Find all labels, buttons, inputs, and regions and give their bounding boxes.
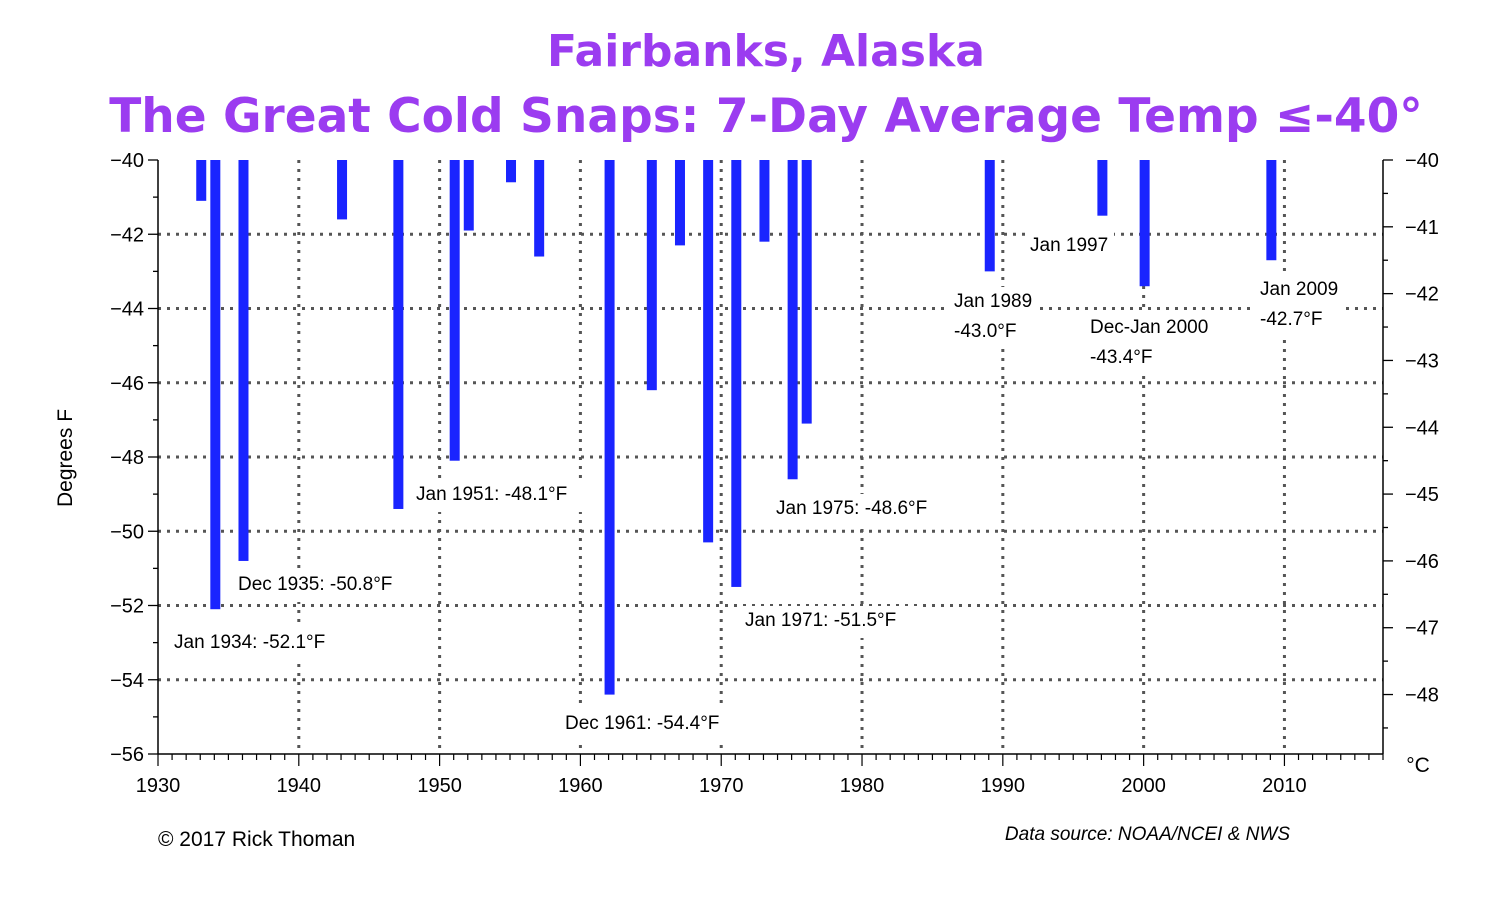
- y2-tick-label: −44: [1405, 417, 1439, 439]
- annotation-dec-jan-2000: -43.4°F: [1090, 347, 1153, 368]
- x-tick-label: 1940: [277, 775, 322, 797]
- y-tick-label: −48: [110, 447, 144, 469]
- annotation-dec-jan-2000: Dec-Jan 2000: [1090, 317, 1208, 338]
- bar-1973: [759, 160, 770, 242]
- bar-1955: [506, 160, 517, 183]
- axes: −40 −42 −44 −46 −48 −50 −52 −54 −56 −40 −41 −42 −43 −…: [110, 150, 1439, 797]
- y-tick-label: −56: [110, 744, 144, 766]
- bar-1957: [534, 160, 545, 257]
- bar-1951: [449, 160, 460, 461]
- annotation-dec-1935: Dec 1935: -50.8°F: [238, 574, 392, 595]
- grid-lines: [158, 160, 1383, 754]
- annotation-backgrounds: [170, 231, 1344, 741]
- bar-1933: [196, 160, 207, 201]
- y2-tick-label: −41: [1405, 217, 1439, 239]
- bar-1975: [787, 160, 798, 480]
- y2-tick-label: −43: [1405, 350, 1439, 372]
- data-source-text: Data source: NOAA/NCEI & NWS: [1005, 824, 1290, 845]
- x-tick-label: 1950: [417, 775, 462, 797]
- bar-1936: [238, 160, 249, 561]
- annotations: Jan 1934: -52.1°F Dec 1935: -50.8°F Jan 19…: [174, 235, 1338, 734]
- y-tick-label: −44: [110, 299, 144, 321]
- y-tick-label: −52: [110, 596, 144, 618]
- y-axis-title: Degrees F: [54, 409, 77, 507]
- x-tick-label: 2010: [1262, 775, 1307, 797]
- y2-tick-label: −40: [1405, 150, 1439, 172]
- annotation-jan-2009: Jan 2009: [1260, 279, 1338, 300]
- y-tick-label: −54: [110, 670, 144, 692]
- annotation-jan-1975: Jan 1975: -48.6°F: [776, 498, 927, 519]
- annotation-bg: [772, 494, 950, 526]
- x-tick-label: 1960: [558, 775, 603, 797]
- annotation-bg: [950, 287, 1038, 349]
- x-tick-label: 1990: [981, 775, 1026, 797]
- bar-2009: [1266, 160, 1277, 261]
- copyright-text: © 2017 Rick Thoman: [158, 828, 355, 851]
- bar-1947: [393, 160, 404, 509]
- bar-2000: [1139, 160, 1150, 287]
- bar-1962: [604, 160, 615, 695]
- annotation-bg: [234, 570, 412, 602]
- bars: [196, 160, 1277, 695]
- annotation-jan-1971: Jan 1971: -51.5°F: [745, 610, 896, 631]
- chart-title-line2: The Great Cold Snaps: 7-Day Average Temp…: [109, 89, 1423, 144]
- annotation-jan-1989: -43.0°F: [954, 321, 1017, 342]
- y-tick-label: −42: [110, 224, 144, 246]
- bar-1976: [801, 160, 812, 424]
- x-tick-label: 2000: [1121, 775, 1166, 797]
- bar-1989: [984, 160, 995, 272]
- bar-1967: [674, 160, 685, 246]
- x-tick-label: 1930: [136, 775, 181, 797]
- annotation-dec-1961: Dec 1961: -54.4°F: [565, 713, 719, 734]
- bar-1934: [210, 160, 221, 610]
- bar-1943: [337, 160, 348, 220]
- annotation-jan-2009: -42.7°F: [1260, 309, 1323, 330]
- annotation-jan-1934: Jan 1934: -52.1°F: [174, 632, 325, 653]
- bar-1952: [463, 160, 474, 231]
- bar-1969: [703, 160, 714, 543]
- y2-axis-title: °C: [1406, 754, 1430, 777]
- y2-tick-label: −46: [1405, 551, 1439, 573]
- annotation-jan-1989: Jan 1989: [954, 291, 1032, 312]
- annotation-jan-1997: Jan 1997: [1030, 235, 1108, 256]
- annotation-bg: [741, 606, 919, 638]
- annotation-bg: [412, 480, 590, 512]
- y2-tick-label: −45: [1405, 484, 1439, 506]
- annotation-bg: [170, 628, 348, 660]
- x-tick-label: 1980: [840, 775, 885, 797]
- annotation-bg: [1086, 313, 1214, 375]
- y2-tick-label: −42: [1405, 284, 1439, 306]
- chart-title-line1: Fairbanks, Alaska: [547, 26, 985, 77]
- y-tick-label: −40: [110, 150, 144, 172]
- x-tick-label: 1970: [699, 775, 744, 797]
- annotation-bg: [561, 709, 739, 741]
- annotation-jan-1951: Jan 1951: -48.1°F: [416, 484, 567, 505]
- bar-1997: [1097, 160, 1108, 216]
- bar-1965: [646, 160, 657, 391]
- annotation-bg: [1026, 231, 1114, 263]
- y2-tick-label: −47: [1405, 618, 1439, 640]
- y2-tick-label: −48: [1405, 685, 1439, 707]
- bar-1971: [731, 160, 742, 587]
- y-tick-label: −46: [110, 373, 144, 395]
- annotation-bg: [1256, 275, 1344, 337]
- y-tick-label: −50: [110, 521, 144, 543]
